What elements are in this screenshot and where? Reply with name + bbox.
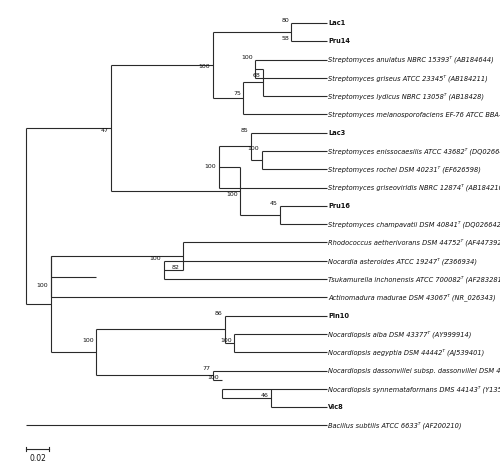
- Text: 45: 45: [270, 201, 278, 206]
- Text: Streptomyces anulatus NBRC 15393ᵀ (AB184644): Streptomyces anulatus NBRC 15393ᵀ (AB184…: [328, 56, 494, 63]
- Text: Lac3: Lac3: [328, 130, 345, 136]
- Text: 0.02: 0.02: [30, 454, 46, 463]
- Text: Streptomyces champavatii DSM 40841ᵀ (DQ026642): Streptomyces champavatii DSM 40841ᵀ (DQ0…: [328, 220, 500, 228]
- Text: Streptomyces rochei DSM 40231ᵀ (EF626598): Streptomyces rochei DSM 40231ᵀ (EF626598…: [328, 166, 481, 173]
- Text: 100: 100: [226, 192, 238, 197]
- Text: 82: 82: [172, 265, 179, 270]
- Text: Pin10: Pin10: [328, 313, 349, 319]
- Text: 100: 100: [150, 256, 161, 261]
- Text: Vic8: Vic8: [328, 404, 344, 410]
- Text: Streptomyces griseoviridis NBRC 12874ᵀ (AB184210): Streptomyces griseoviridis NBRC 12874ᵀ (…: [328, 184, 500, 191]
- Text: 77: 77: [202, 366, 210, 370]
- Text: Bacillus subtilis ATCC 6633ᵀ (AF200210): Bacillus subtilis ATCC 6633ᵀ (AF200210): [328, 422, 462, 429]
- Text: Nocardiopsis aegyptia DSM 44442ᵀ (AJ539401): Nocardiopsis aegyptia DSM 44442ᵀ (AJ5394…: [328, 349, 484, 356]
- Text: 47: 47: [101, 128, 109, 133]
- Text: Streptomyces lydicus NBRC 13058ᵀ (AB18428): Streptomyces lydicus NBRC 13058ᵀ (AB1842…: [328, 92, 484, 100]
- Text: Streptomyces melanosporofaciens EF-76 ATCC BBA-668ᵀ (AF112173): Streptomyces melanosporofaciens EF-76 AT…: [328, 111, 500, 118]
- Text: 80: 80: [282, 18, 290, 23]
- Text: Nocardiopsis synnemataformans DMS 44143ᵀ (Y13593): Nocardiopsis synnemataformans DMS 44143ᵀ…: [328, 385, 500, 393]
- Text: Actinomadura madurae DSM 43067ᵀ (NR_026343): Actinomadura madurae DSM 43067ᵀ (NR_0263…: [328, 294, 496, 301]
- Text: 100: 100: [220, 338, 232, 343]
- Text: Streptomyces griseus ATCC 23345ᵀ (AB184211): Streptomyces griseus ATCC 23345ᵀ (AB1842…: [328, 74, 488, 81]
- Text: 100: 100: [248, 146, 259, 151]
- Text: Pru14: Pru14: [328, 38, 350, 44]
- Text: 100: 100: [242, 55, 253, 60]
- Text: Rhodococcus aetherivorans DSM 44752ᵀ (AF447392): Rhodococcus aetherivorans DSM 44752ᵀ (AF…: [328, 239, 500, 246]
- Text: 100: 100: [36, 283, 48, 288]
- Text: Lac1: Lac1: [328, 20, 345, 26]
- Text: Tsukamurella inchonensis ATCC 700082ᵀ (AF283281): Tsukamurella inchonensis ATCC 700082ᵀ (A…: [328, 275, 500, 283]
- Text: 86: 86: [214, 311, 222, 316]
- Text: 100: 100: [208, 375, 220, 380]
- Text: 46: 46: [260, 393, 268, 398]
- Text: 68: 68: [253, 73, 260, 78]
- Text: 75: 75: [233, 91, 241, 96]
- Text: 85: 85: [240, 128, 248, 133]
- Text: Nocardia asteroides ATCC 19247ᵀ (Z366934): Nocardia asteroides ATCC 19247ᵀ (Z366934…: [328, 257, 477, 264]
- Text: Nocardiopsis alba DSM 43377ᵀ (AY999914): Nocardiopsis alba DSM 43377ᵀ (AY999914): [328, 330, 472, 338]
- Text: Streptomyces enissocaesilis ATCC 43682ᵀ (DQ026641): Streptomyces enissocaesilis ATCC 43682ᵀ …: [328, 147, 500, 155]
- Text: 100: 100: [204, 164, 216, 169]
- Text: 100: 100: [82, 338, 94, 343]
- Text: 58: 58: [282, 36, 290, 41]
- Text: Pru16: Pru16: [328, 203, 350, 209]
- Text: Nocardiopsis dassonvillei subsp. dassonvillei DSM 43111ᵀ (X97886): Nocardiopsis dassonvillei subsp. dassonv…: [328, 367, 500, 374]
- Text: 100: 100: [198, 64, 210, 69]
